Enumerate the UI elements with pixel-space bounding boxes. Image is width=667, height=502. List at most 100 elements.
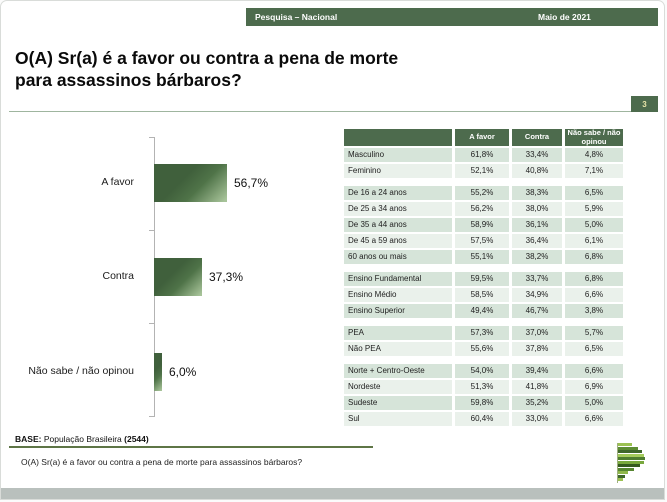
table-cell: 51,3% xyxy=(455,380,509,394)
table-row: Norte + Centro-Oeste 54,0% 39,4% 6,6% xyxy=(344,364,629,378)
table-cell: 58,9% xyxy=(455,218,509,232)
table-cell: 55,1% xyxy=(455,250,509,264)
table-cell: 5,9% xyxy=(565,202,623,216)
base-note: BASE: População Brasileira (2544) xyxy=(15,434,149,444)
bottom-strip xyxy=(1,488,664,499)
table-cell: 6,5% xyxy=(565,342,623,356)
table-cell: 49,4% xyxy=(455,304,509,318)
page-title-line2: para assassinos bárbaros? xyxy=(15,70,242,91)
logo-stripe xyxy=(618,450,642,453)
table-cell: 6,6% xyxy=(565,364,623,378)
table-row-label: Sul xyxy=(344,412,452,426)
chart-bar xyxy=(154,353,162,391)
table-row-label: Não PEA xyxy=(344,342,452,356)
chart-axis-tick xyxy=(149,323,154,324)
logo-stripe xyxy=(618,446,638,450)
chart-axis-tick xyxy=(149,230,154,231)
table-cell: 37,0% xyxy=(512,326,562,340)
crosstab-table: A favor Contra Não sabe / não opinou Mascul… xyxy=(344,128,629,428)
table-cell: 52,1% xyxy=(455,164,509,178)
banner-date-label: Maio de 2021 xyxy=(538,12,591,22)
banner-survey-label: Pesquisa – Nacional xyxy=(255,12,338,22)
table-row-label: Ensino Superior xyxy=(344,304,452,318)
table-row: Sul 60,4% 33,0% 6,6% xyxy=(344,412,629,426)
table-row: Ensino Superior 49,4% 46,7% 3,8% xyxy=(344,304,629,318)
table-cell: 6,1% xyxy=(565,234,623,248)
table-cell: 6,5% xyxy=(565,186,623,200)
base-note-prefix: BASE: xyxy=(15,434,42,444)
table-cell: 57,5% xyxy=(455,234,509,248)
table-row-label: Sudeste xyxy=(344,396,452,410)
table-row-label: De 16 a 24 anos xyxy=(344,186,452,200)
table-cell: 3,8% xyxy=(565,304,623,318)
table-row: PEA 57,3% 37,0% 5,7% xyxy=(344,326,629,340)
table-cell: 33,0% xyxy=(512,412,562,426)
table-row: Não PEA 55,6% 37,8% 6,5% xyxy=(344,342,629,356)
logo-stripe xyxy=(618,460,644,464)
table-cell: 41,8% xyxy=(512,380,562,394)
chart-bar xyxy=(154,164,227,202)
table-cell: 40,8% xyxy=(512,164,562,178)
chart-category-label: A favor xyxy=(101,176,134,189)
table-cell: 39,4% xyxy=(512,364,562,378)
table-cell: 54,0% xyxy=(455,364,509,378)
table-column-header: Contra xyxy=(512,129,562,146)
table-cell: 59,8% xyxy=(455,396,509,410)
chart-bar xyxy=(154,258,202,296)
table-row-label: Feminino xyxy=(344,164,452,178)
table-row-label: PEA xyxy=(344,326,452,340)
chart-category-label: Contra xyxy=(102,270,134,283)
table-cell: 37,8% xyxy=(512,342,562,356)
bar-chart: A favor 56,7% Contra 37,3% Não sabe / não op… xyxy=(1,129,344,429)
logo-stripe xyxy=(618,457,645,460)
table-cell: 38,0% xyxy=(512,202,562,216)
table-row: De 25 a 34 anos 56,2% 38,0% 5,9% xyxy=(344,202,629,216)
table-cell: 6,8% xyxy=(565,250,623,264)
table-cell: 60,4% xyxy=(455,412,509,426)
table-cell: 38,2% xyxy=(512,250,562,264)
logo-stripe xyxy=(618,471,628,474)
table-cell: 6,6% xyxy=(565,288,623,302)
table-cell: 46,7% xyxy=(512,304,562,318)
table-cell: 38,3% xyxy=(512,186,562,200)
chart-axis-tick xyxy=(149,137,154,138)
logo-stripe xyxy=(618,467,634,471)
table-row: Feminino 52,1% 40,8% 7,1% xyxy=(344,164,629,178)
table-cell: 5,0% xyxy=(565,218,623,232)
table-row: De 35 a 44 anos 58,9% 36,1% 5,0% xyxy=(344,218,629,232)
table-cell: 6,9% xyxy=(565,380,623,394)
header-banner: Pesquisa – Nacional Maio de 2021 xyxy=(246,8,658,26)
chart-category-label: Não sabe / não opinou xyxy=(28,365,134,378)
table-cell: 61,8% xyxy=(455,148,509,162)
table-row: De 16 a 24 anos 55,2% 38,3% 6,5% xyxy=(344,186,629,200)
table-cell: 56,2% xyxy=(455,202,509,216)
chart-value-label: 37,3% xyxy=(209,270,244,284)
table-cell: 34,9% xyxy=(512,288,562,302)
logo-stripe xyxy=(618,453,644,457)
table-row-label: Ensino Médio xyxy=(344,288,452,302)
chart-value-label: 56,7% xyxy=(234,176,269,190)
chart-value-label: 6,0% xyxy=(169,365,197,379)
table-row: Ensino Médio 58,5% 34,9% 6,6% xyxy=(344,288,629,302)
page-title-line1: O(A) Sr(a) é a favor ou contra a pena de… xyxy=(15,48,399,68)
table-row-label: Ensino Fundamental xyxy=(344,272,452,286)
table-row: Nordeste 51,3% 41,8% 6,9% xyxy=(344,380,629,394)
page-title: O(A) Sr(a) é a favor ou contra a pena de… xyxy=(15,47,398,92)
table-column-header: A favor xyxy=(455,129,509,146)
ipespe-logo xyxy=(617,443,652,483)
table-cell: 6,8% xyxy=(565,272,623,286)
table-row-label: Nordeste xyxy=(344,380,452,394)
chart-bar-row: Não sabe / não opinou 6,0% xyxy=(1,353,344,391)
table-cell: 55,2% xyxy=(455,186,509,200)
table-column-header: Não sabe / não opinou xyxy=(565,128,623,146)
base-note-count: (2544) xyxy=(124,434,149,444)
table-cell: 36,4% xyxy=(512,234,562,248)
chart-axis-tick xyxy=(149,416,154,417)
table-cell: 5,0% xyxy=(565,396,623,410)
table-cell: 35,2% xyxy=(512,396,562,410)
base-divider xyxy=(9,446,373,448)
table-header-corner xyxy=(344,129,452,146)
table-row-label: De 45 a 59 anos xyxy=(344,234,452,248)
table-row-label: Norte + Centro-Oeste xyxy=(344,364,452,378)
